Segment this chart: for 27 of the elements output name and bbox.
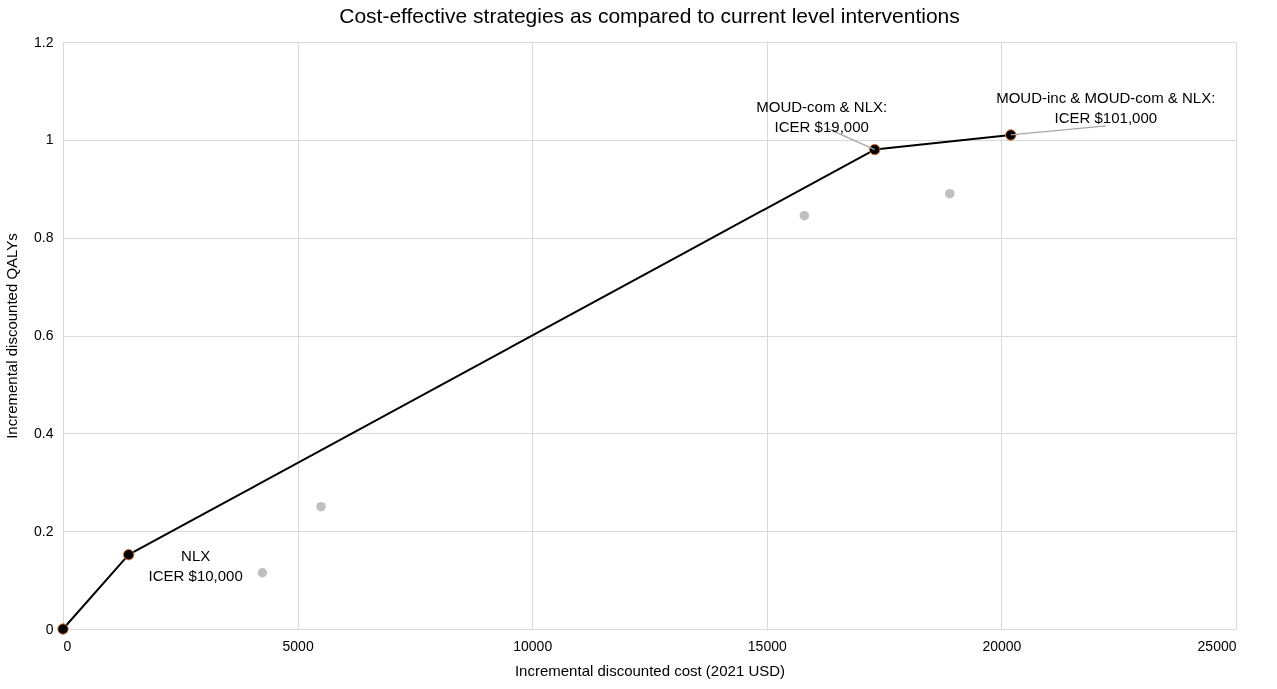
- point: [316, 501, 326, 512]
- annotation: NLX ICER $10,000: [148, 546, 243, 584]
- point: [945, 188, 955, 199]
- y-tick-label: 0.6: [34, 327, 54, 343]
- x-tick-label: 0: [63, 637, 72, 654]
- x-tick-label: 20000: [982, 637, 1022, 654]
- x-axis-title: Incremental discounted cost (2021 USD): [514, 661, 786, 679]
- y-tick-label: 1.2: [34, 33, 54, 50]
- y-tick-label: 0.2: [34, 522, 54, 539]
- point: [1005, 129, 1017, 141]
- y-tick-label: 1: [45, 131, 54, 148]
- x-tick-label: 25000: [1197, 637, 1237, 654]
- y-tick-label: 0: [45, 620, 54, 637]
- annotation: MOUD-com & NLX: ICER $19,000: [756, 97, 888, 135]
- y-tick-label: 0.4: [34, 424, 54, 441]
- point: [868, 143, 881, 156]
- point: [122, 548, 135, 561]
- point: [257, 568, 268, 578]
- chart-title: Cost-effective strategies as compared to current level interventions: [339, 4, 960, 27]
- x-tick-label: 5000: [282, 637, 314, 654]
- x-tick-label: 10000: [513, 637, 553, 654]
- annotation: MOUD-inc & MOUD-com & NLX: ICER $101,000: [996, 88, 1216, 126]
- y-tick-label: 0.8: [34, 229, 54, 246]
- y-axis-title: Incremental discounted QALYs: [3, 233, 21, 439]
- x-tick-label: 15000: [747, 637, 787, 654]
- point: [799, 210, 810, 221]
- point: [57, 623, 69, 635]
